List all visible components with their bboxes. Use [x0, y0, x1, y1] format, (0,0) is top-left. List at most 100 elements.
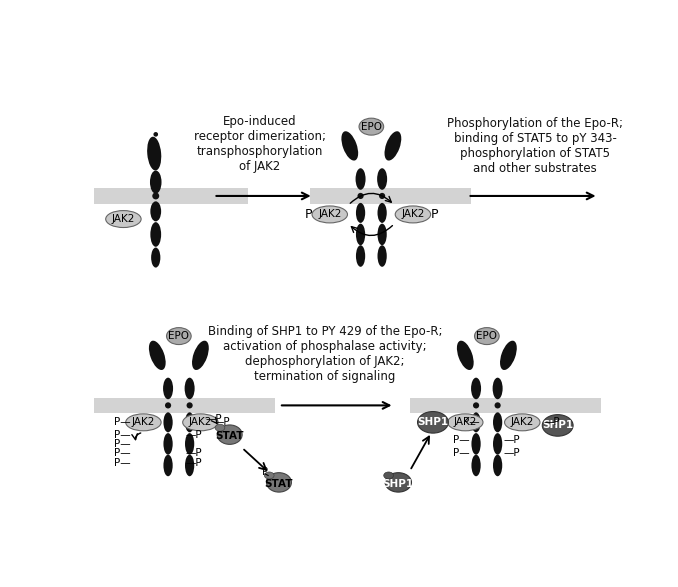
Ellipse shape [167, 328, 191, 345]
Ellipse shape [217, 425, 242, 444]
Ellipse shape [151, 222, 161, 247]
Ellipse shape [457, 340, 474, 370]
Text: P—: P— [115, 430, 131, 440]
Ellipse shape [151, 248, 161, 268]
Text: JAK2: JAK2 [132, 417, 155, 427]
Ellipse shape [163, 433, 173, 455]
Ellipse shape [418, 411, 448, 433]
Bar [310, 188, 471, 204]
Bar [94, 397, 275, 413]
Bar [410, 397, 601, 413]
Ellipse shape [379, 193, 385, 199]
Text: SHP1: SHP1 [418, 417, 449, 427]
Ellipse shape [185, 433, 194, 455]
Text: —P: —P [504, 435, 521, 445]
Ellipse shape [542, 414, 573, 436]
Ellipse shape [359, 118, 384, 135]
Text: SHP1: SHP1 [542, 420, 573, 430]
Text: JAK2: JAK2 [112, 214, 135, 224]
Ellipse shape [150, 171, 161, 194]
Ellipse shape [493, 455, 502, 476]
Text: —P: —P [206, 414, 222, 424]
Text: —P: —P [185, 448, 201, 458]
Text: Epo-induced
receptor dimerization;
transphosphorylation
of JAK2: Epo-induced receptor dimerization; trans… [194, 114, 325, 173]
Ellipse shape [471, 412, 481, 433]
Text: —P: —P [544, 417, 561, 427]
Ellipse shape [493, 433, 502, 455]
Ellipse shape [500, 340, 517, 370]
Ellipse shape [378, 224, 386, 245]
Ellipse shape [165, 402, 171, 409]
Ellipse shape [186, 402, 193, 409]
Ellipse shape [384, 472, 393, 479]
Text: P—: P— [115, 458, 131, 468]
Text: P—: P— [115, 448, 131, 458]
Ellipse shape [264, 472, 274, 479]
Ellipse shape [504, 414, 540, 431]
Ellipse shape [473, 402, 479, 409]
Ellipse shape [151, 201, 161, 221]
Text: P—: P— [113, 417, 130, 427]
Text: —P: —P [185, 430, 201, 440]
Ellipse shape [356, 245, 365, 266]
Text: P: P [304, 208, 312, 221]
Ellipse shape [192, 340, 209, 370]
Ellipse shape [266, 473, 292, 492]
Text: STAT: STAT [264, 479, 293, 489]
Ellipse shape [106, 211, 141, 228]
Text: JAK2: JAK2 [511, 417, 534, 427]
Text: STAT: STAT [216, 431, 244, 441]
Ellipse shape [378, 203, 386, 223]
Ellipse shape [185, 455, 194, 476]
Ellipse shape [163, 412, 173, 433]
Ellipse shape [215, 424, 225, 431]
Text: JAK2: JAK2 [188, 417, 212, 427]
Ellipse shape [471, 433, 481, 455]
Ellipse shape [125, 414, 161, 431]
Ellipse shape [471, 377, 481, 399]
Ellipse shape [163, 377, 173, 399]
Ellipse shape [385, 473, 412, 492]
Ellipse shape [357, 193, 363, 199]
Ellipse shape [184, 377, 195, 399]
Text: P: P [262, 467, 268, 477]
Text: Phosphorylation of the Epo-R;
binding of STAT5 to pY 343-
phosphorylation of STA: Phosphorylation of the Epo-R; binding of… [447, 117, 623, 175]
Ellipse shape [377, 168, 387, 190]
Ellipse shape [185, 412, 194, 433]
Text: P: P [431, 208, 438, 221]
Ellipse shape [149, 340, 165, 370]
Ellipse shape [493, 377, 502, 399]
Text: JAK2: JAK2 [318, 210, 342, 220]
Text: P—: P— [462, 417, 479, 427]
Ellipse shape [384, 131, 401, 161]
Ellipse shape [147, 137, 161, 170]
Ellipse shape [356, 224, 365, 245]
Ellipse shape [447, 414, 483, 431]
Text: Binding of SHP1 to PY 429 of the Epo-R;
activation of phosphalase activity;
deph: Binding of SHP1 to PY 429 of the Epo-R; … [208, 325, 442, 383]
Ellipse shape [395, 206, 431, 223]
Ellipse shape [494, 402, 501, 409]
Ellipse shape [493, 412, 502, 433]
Ellipse shape [356, 203, 365, 223]
Text: —P: —P [185, 458, 201, 468]
Ellipse shape [475, 328, 499, 345]
Text: EPO: EPO [361, 122, 382, 131]
Text: P—: P— [454, 435, 470, 445]
Ellipse shape [378, 245, 386, 266]
Ellipse shape [153, 132, 158, 137]
Text: EPO: EPO [477, 331, 498, 341]
Text: JAK2: JAK2 [454, 417, 477, 427]
Ellipse shape [182, 414, 218, 431]
Text: SHP1: SHP1 [383, 479, 414, 489]
Ellipse shape [355, 168, 365, 190]
Ellipse shape [153, 193, 159, 200]
Text: P—: P— [115, 439, 131, 449]
Bar [94, 188, 248, 204]
Text: —P: —P [504, 448, 521, 458]
Text: —P: —P [214, 417, 231, 427]
Text: P—: P— [454, 448, 470, 458]
Ellipse shape [471, 455, 481, 476]
Ellipse shape [163, 455, 173, 476]
Text: JAK2: JAK2 [401, 210, 424, 220]
Text: EPO: EPO [168, 331, 189, 341]
